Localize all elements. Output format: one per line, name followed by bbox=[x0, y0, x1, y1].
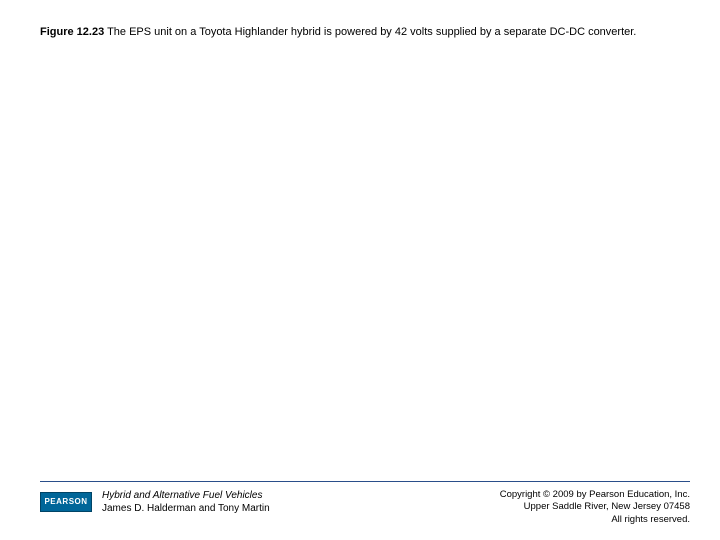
book-authors: James D. Halderman and Tony Martin bbox=[102, 502, 270, 515]
footer-left: PEARSON Hybrid and Alternative Fuel Vehi… bbox=[40, 489, 270, 515]
figure-caption-text: The EPS unit on a Toyota Highlander hybr… bbox=[107, 26, 636, 38]
copyright-line3: All rights reserved. bbox=[500, 514, 690, 526]
footer-rule bbox=[40, 481, 690, 482]
copyright-line2: Upper Saddle River, New Jersey 07458 bbox=[500, 501, 690, 513]
figure-caption: Figure 12.23 The EPS unit on a Toyota Hi… bbox=[40, 25, 680, 40]
copyright-block: Copyright © 2009 by Pearson Education, I… bbox=[500, 489, 690, 526]
figure-label: Figure 12.23 bbox=[40, 26, 104, 38]
book-title: Hybrid and Alternative Fuel Vehicles bbox=[102, 489, 270, 502]
copyright-line1: Copyright © 2009 by Pearson Education, I… bbox=[500, 489, 690, 501]
footer: PEARSON Hybrid and Alternative Fuel Vehi… bbox=[40, 489, 690, 526]
book-info: Hybrid and Alternative Fuel Vehicles Jam… bbox=[102, 489, 270, 515]
pearson-logo: PEARSON bbox=[40, 492, 92, 512]
